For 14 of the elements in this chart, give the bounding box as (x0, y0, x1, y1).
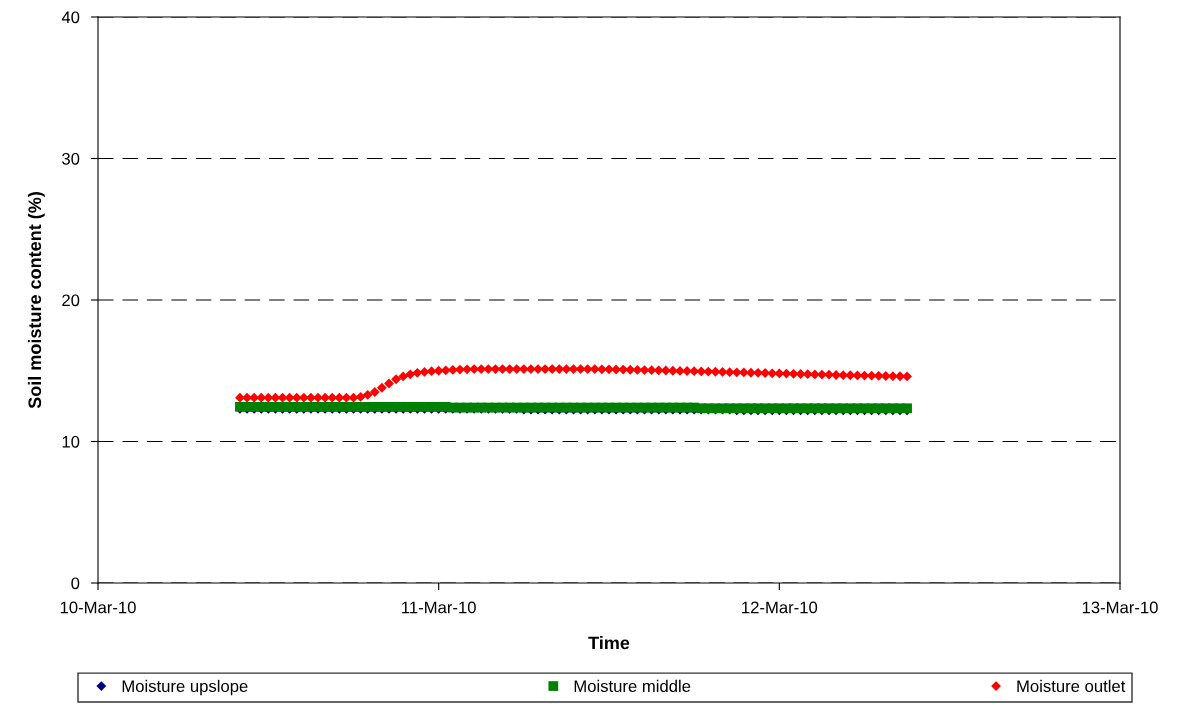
y-tick-label: 30 (62, 152, 80, 165)
x-tick-label: 12-Mar-10 (742, 601, 818, 614)
legend-label: Moisture middle (574, 679, 691, 693)
x-tick-label: 10-Mar-10 (60, 601, 136, 614)
y-tick-label: 10 (62, 435, 80, 448)
x-tick-label: 13-Mar-10 (1082, 601, 1158, 614)
x-axis-title: Time (588, 636, 630, 650)
x-tick-label: 11-Mar-10 (402, 601, 476, 614)
legend-label: Moisture outlet (1017, 679, 1126, 693)
y-tick-label: 0 (71, 577, 80, 590)
y-axis-title: Soil moisture content (%) (27, 192, 45, 409)
legend-label: Moisture upslope (122, 679, 248, 696)
y-tick-label: 40 (61, 11, 80, 24)
y-tick-label: 20 (62, 294, 80, 307)
